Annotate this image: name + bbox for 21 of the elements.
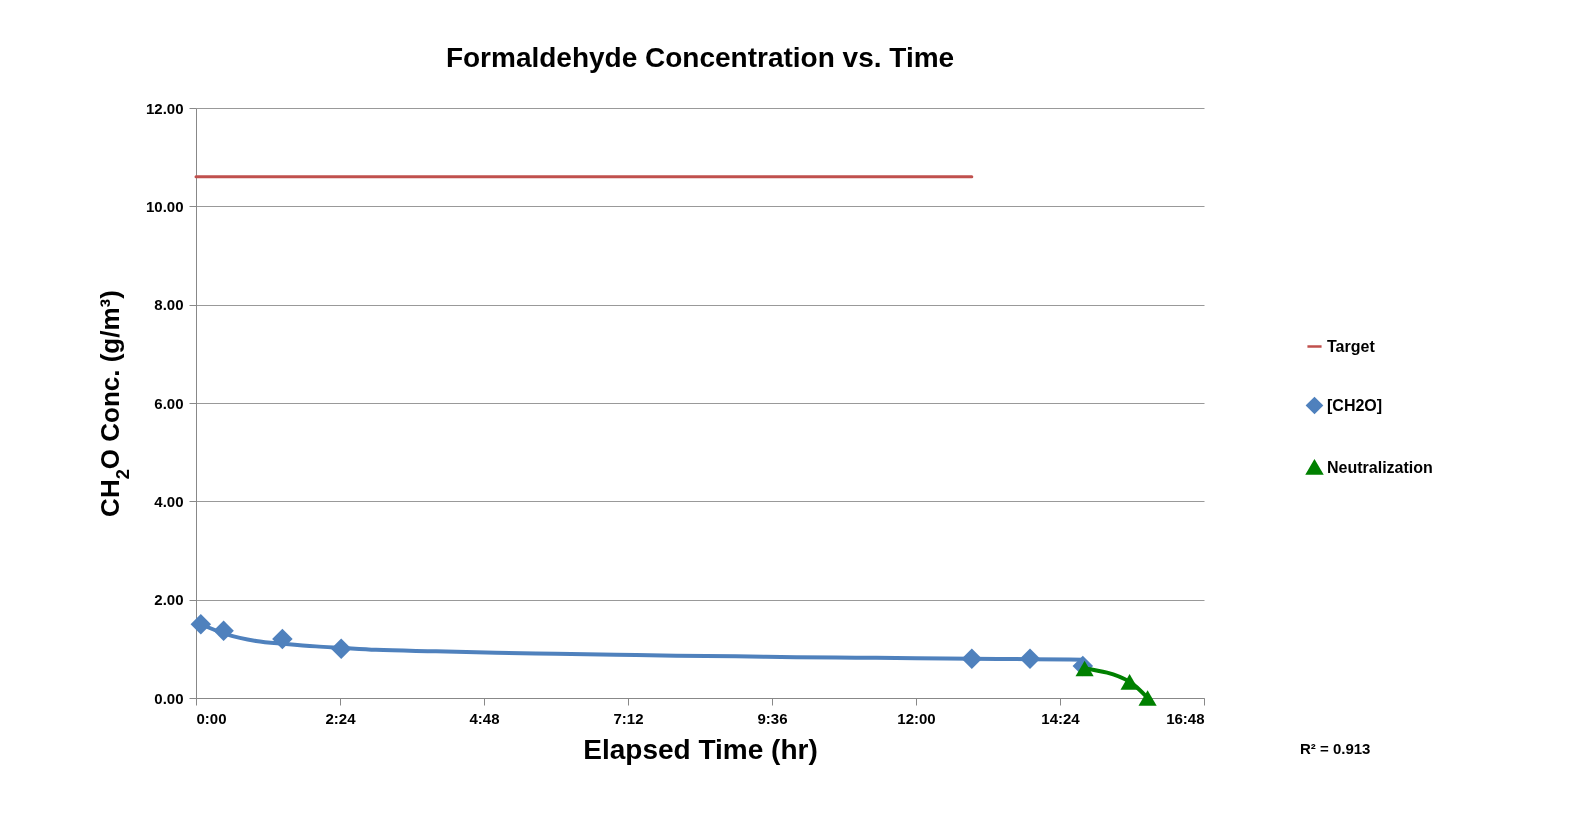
legend-label: Target	[1327, 337, 1376, 355]
x-tick-label: 0:00	[196, 709, 227, 727]
x-axis-title: Elapsed Time (hr)	[583, 733, 818, 765]
text: R² = 0.913	[1300, 740, 1371, 757]
x-tick-label: 7:12	[613, 709, 644, 727]
y-tick-label: 12.00	[145, 99, 184, 117]
x-tick-label: 2:24	[325, 709, 357, 727]
x-tick-label: 14:24	[1041, 709, 1081, 727]
y-tick-label: 0.00	[154, 689, 184, 707]
x-tick-label: 9:36	[757, 709, 788, 727]
legend-label: [CH2O]	[1327, 396, 1383, 414]
y-tick-label: 8.00	[154, 296, 184, 314]
x-tick-label: 16:48	[1166, 709, 1205, 727]
y-tick-label: 10.00	[145, 197, 184, 215]
y-tick-label: 6.00	[154, 394, 184, 412]
y-tick-label: 4.00	[154, 492, 184, 510]
chart-title: Formaldehyde Concentration vs. Time	[445, 42, 955, 73]
y-tick-label: 2.00	[154, 591, 184, 609]
x-tick-label: 4:48	[469, 709, 500, 727]
x-tick-label: 12:00	[897, 709, 936, 727]
legend-label: Neutralization	[1327, 458, 1433, 476]
